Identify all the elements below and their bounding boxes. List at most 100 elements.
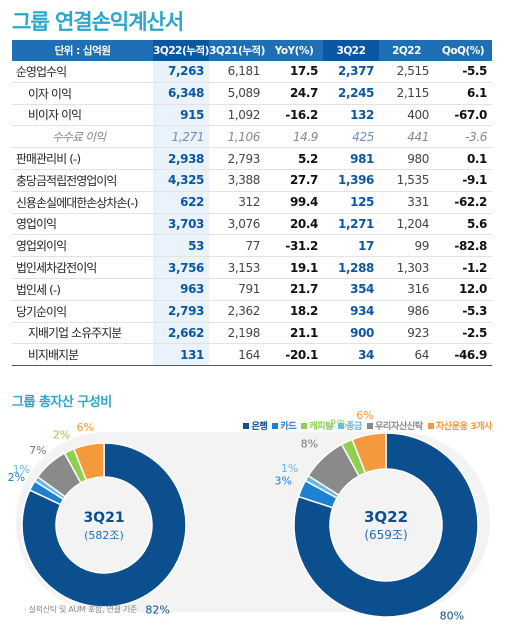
- row-value: 2,362: [209, 300, 265, 323]
- row-value: 923: [379, 322, 434, 345]
- row-value: 21.1: [265, 322, 323, 345]
- table-row: 영업이익 3,703 3,076 20.4 1,271 1,204 5.6: [12, 213, 492, 236]
- slice-label: 2%: [53, 429, 70, 442]
- row-value: 915: [153, 104, 209, 127]
- row-value: 20.4: [265, 213, 323, 236]
- row-value: 441: [379, 125, 434, 149]
- row-value: 1,204: [379, 213, 434, 236]
- legend-swatch: [301, 423, 308, 429]
- table-row: 신용손실에대한손상차손(-) 622 312 99.4 125 331 -62.2: [12, 191, 492, 214]
- row-value: 4,325: [153, 169, 209, 192]
- row-value: 1,396: [323, 169, 379, 192]
- row-value: 5.6: [434, 213, 492, 236]
- table-row: 충당금적립전영업이익 4,325 3,388 27.7 1,396 1,535 -9.1: [12, 169, 492, 192]
- row-label: 비지배지분: [12, 343, 153, 367]
- header-3q22-cum: 3Q22(누적): [153, 40, 209, 61]
- row-value: 312: [209, 191, 265, 214]
- row-value: 425: [323, 125, 379, 149]
- row-value: -82.8: [434, 234, 492, 258]
- header-2q22: 2Q22: [379, 40, 434, 61]
- row-value: 331: [379, 191, 434, 214]
- asset-section-title: 그룹 총자산 구성비: [12, 395, 112, 410]
- legend-swatch: [272, 423, 279, 429]
- row-value: 1,106: [209, 125, 265, 149]
- slice-label: 3%: [274, 475, 291, 488]
- row-value: 2,793: [209, 147, 265, 170]
- row-value: 2,515: [379, 61, 434, 83]
- table-row: 당기순이익 2,793 2,362 18.2 934 986 -5.3: [12, 300, 492, 323]
- row-value: 1,535: [379, 169, 434, 192]
- row-value: -67.0: [434, 104, 492, 127]
- slice-label: 2%: [330, 418, 347, 431]
- donut-chart: 82%2%1%7%2%6%3Q21(582조): [8, 421, 187, 616]
- legend-item: 카드: [272, 418, 297, 432]
- row-value: 5,089: [209, 82, 265, 105]
- row-label: 신용손실에대한손상차손(-): [12, 191, 153, 214]
- row-value: 791: [209, 278, 265, 301]
- income-statement-table: 단위 : 십억원 3Q22(누적) 3Q21(누적) YoY(%) 3Q22 2…: [12, 40, 492, 367]
- row-value: 900: [323, 322, 379, 345]
- slice-label: 1%: [281, 462, 298, 475]
- row-value: -5.5: [434, 61, 492, 83]
- row-value: 1,092: [209, 104, 265, 127]
- slice-label: 6%: [77, 421, 94, 434]
- row-value: 2,662: [153, 322, 209, 345]
- table-row: 지배기업 소유주지분 2,662 2,198 21.1 900 923 -2.5: [12, 322, 492, 345]
- legend-swatch: [243, 423, 250, 429]
- row-label: 법인세 (-): [12, 278, 153, 301]
- donut-chart: 80% 3%1%8% 2% 6% 3Q22 (659조): [274, 409, 479, 623]
- row-value: 34: [323, 343, 379, 367]
- row-value: 400: [379, 104, 434, 127]
- row-value: 7,263: [153, 61, 209, 83]
- donut-slice: [72, 442, 105, 482]
- row-value: 3,388: [209, 169, 265, 192]
- slice-label: 7%: [29, 444, 46, 457]
- row-value: 986: [379, 300, 434, 323]
- row-value: 980: [379, 147, 434, 170]
- row-value: 2,938: [153, 147, 209, 170]
- row-value: 27.7: [265, 169, 323, 192]
- footnote: · 실적신탁 및 AUM 포함, 연결 기준: [24, 605, 137, 614]
- table-row: 법인세차감전이익 3,756 3,153 19.1 1,288 1,303 -1.2: [12, 256, 492, 279]
- slice-label: 1%: [13, 463, 30, 476]
- row-label: 충당금적립전영업이익: [12, 169, 153, 192]
- legend-label: 자산운용 3개사: [435, 421, 493, 432]
- asset-legend: 은행 카드 캐피탈 종금 우리자산신탁 자산운용 3개사: [238, 418, 493, 432]
- row-value: 77: [209, 234, 265, 258]
- donut-slice: [21, 442, 187, 608]
- legend-swatch: [338, 423, 345, 429]
- header-qoq: QoQ(%): [434, 40, 492, 61]
- row-value: 1,271: [323, 213, 379, 236]
- row-value: -3.6: [434, 125, 492, 149]
- row-label: 수수료 이익: [12, 125, 153, 149]
- row-value: 1,288: [323, 256, 379, 279]
- row-value: 5.2: [265, 147, 323, 170]
- row-value: -20.1: [265, 343, 323, 367]
- donut-slice: [351, 432, 387, 474]
- row-value: 6.1: [434, 82, 492, 105]
- header-3q22: 3Q22: [323, 40, 379, 61]
- legend-label: 우리자산신탁: [374, 421, 423, 432]
- row-label: 법인세차감전이익: [12, 256, 153, 279]
- row-value: 21.7: [265, 278, 323, 301]
- row-value: 99: [379, 234, 434, 258]
- row-value: -62.2: [434, 191, 492, 214]
- row-label: 지배기업 소유주지분: [12, 322, 153, 345]
- row-value: -5.3: [434, 300, 492, 323]
- row-label: 당기순이익: [12, 300, 153, 323]
- row-value: 2,198: [209, 322, 265, 345]
- row-value: 354: [323, 278, 379, 301]
- row-value: 2,245: [323, 82, 379, 105]
- row-value: 6,348: [153, 82, 209, 105]
- donut-center-title: 3Q22: [364, 508, 408, 526]
- row-value: 6,181: [209, 61, 265, 83]
- legend-item: 종금: [338, 418, 362, 432]
- legend-label: 카드: [280, 421, 297, 432]
- page-title: 그룹 연결손익계산서: [12, 10, 184, 34]
- row-label: 판매관리비 (-): [12, 147, 153, 170]
- row-value: -31.2: [265, 234, 323, 258]
- row-value: 2,793: [153, 300, 209, 323]
- row-value: 17: [323, 234, 379, 258]
- donut-center-subtitle: (659조): [364, 528, 407, 542]
